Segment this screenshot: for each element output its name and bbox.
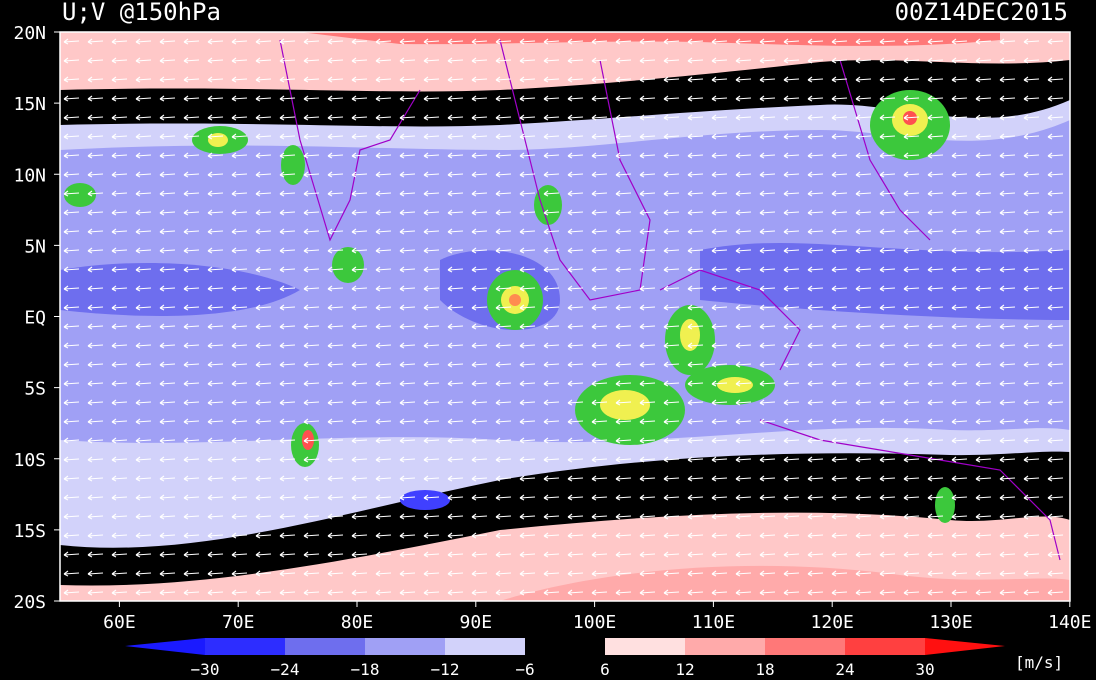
colorbar-label: 12 [675, 660, 694, 679]
colorbar-label: 24 [835, 660, 854, 679]
colorbar-label: 18 [755, 660, 774, 679]
lat-label: 20S [13, 592, 46, 613]
colorbar-unit: [m/s] [1015, 653, 1063, 672]
title: U;V @150hPa [62, 0, 221, 26]
lon-label: 100E [573, 612, 616, 633]
colorbar [125, 638, 1005, 655]
lon-label: 110E [692, 612, 735, 633]
lat-label: EQ [24, 308, 46, 329]
colorbar-label: −30 [191, 660, 220, 679]
lat-label: 5S [24, 379, 46, 400]
lon-label: 70E [222, 612, 255, 633]
lon-label: 140E [1048, 612, 1091, 633]
lat-label: 20N [13, 23, 46, 44]
lat-label: 15S [13, 521, 46, 542]
colorbar-label: 6 [600, 660, 610, 679]
lon-label: 90E [460, 612, 493, 633]
lat-label: 15N [13, 94, 46, 115]
lon-label: 120E [811, 612, 854, 633]
time-stamp: 00Z14DEC2015 [895, 0, 1068, 26]
lon-label: 130E [929, 612, 972, 633]
colorbar-label: 30 [915, 660, 934, 679]
lat-label: 10N [13, 165, 46, 186]
lon-label: 80E [341, 612, 374, 633]
lon-label: 60E [103, 612, 136, 633]
wind-map [60, 32, 1070, 601]
colorbar-label: −6 [515, 660, 534, 679]
colorbar-label: −18 [351, 660, 380, 679]
lat-label: 5N [24, 236, 46, 257]
colorbar-label: −12 [431, 660, 460, 679]
colorbar-label: −24 [271, 660, 300, 679]
lat-label: 10S [13, 450, 46, 471]
